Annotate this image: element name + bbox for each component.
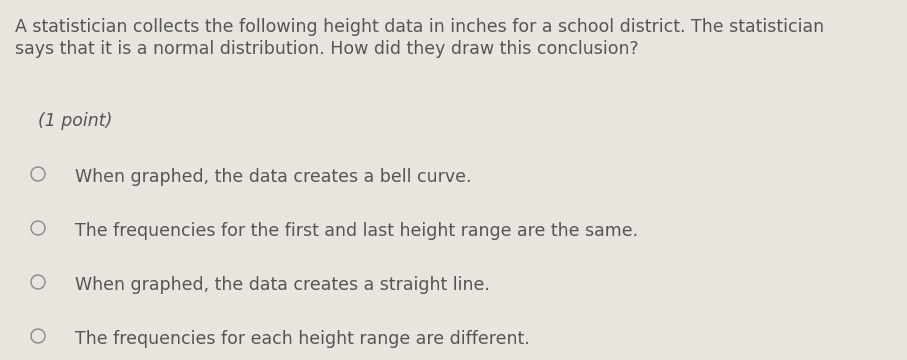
Text: When graphed, the data creates a straight line.: When graphed, the data creates a straigh… — [75, 276, 490, 294]
Text: The frequencies for the first and last height range are the same.: The frequencies for the first and last h… — [75, 222, 639, 240]
Text: (1 point): (1 point) — [38, 112, 112, 130]
Text: A statistician collects the following height data in inches for a school distric: A statistician collects the following he… — [15, 18, 824, 36]
Text: The frequencies for each height range are different.: The frequencies for each height range ar… — [75, 330, 530, 348]
Text: says that it is a normal distribution. How did they draw this conclusion?: says that it is a normal distribution. H… — [15, 40, 639, 58]
Text: When graphed, the data creates a bell curve.: When graphed, the data creates a bell cu… — [75, 168, 472, 186]
